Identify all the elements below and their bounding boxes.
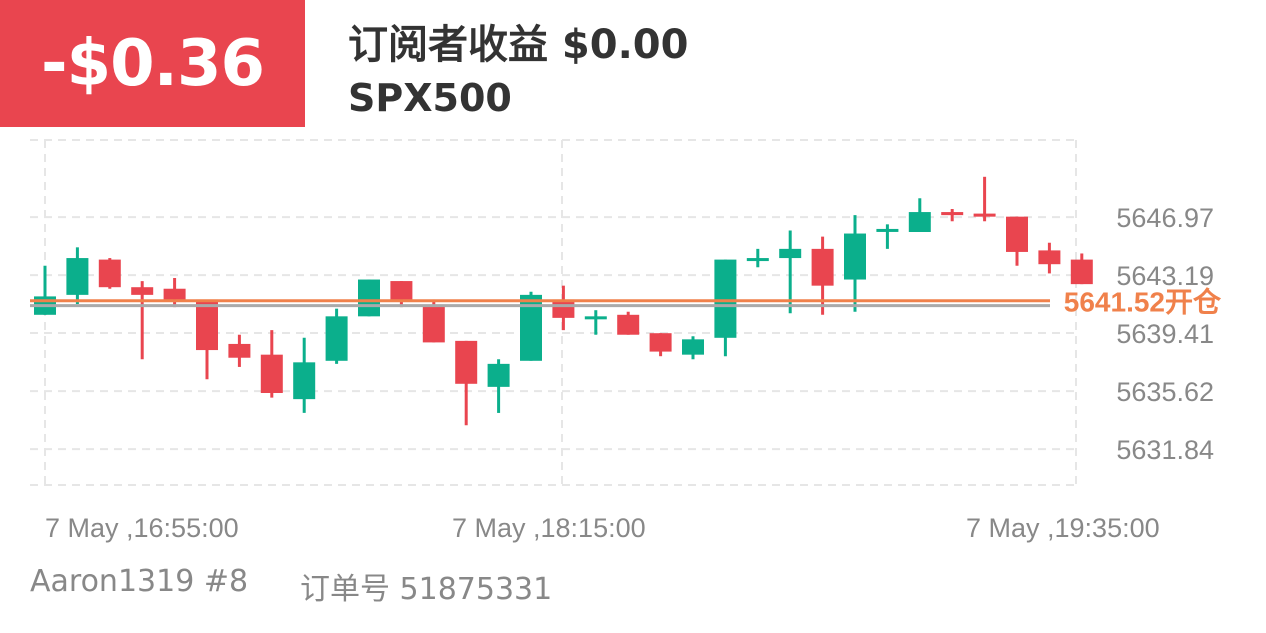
y-tick-label: 5643.19 bbox=[1116, 261, 1214, 291]
candle-body bbox=[973, 213, 996, 217]
candle-body bbox=[908, 212, 931, 232]
candle-body bbox=[714, 259, 737, 338]
candle-body bbox=[131, 287, 154, 295]
candle-body bbox=[163, 288, 186, 300]
candle-body bbox=[1070, 259, 1093, 285]
candle-body bbox=[746, 258, 769, 262]
candle-body bbox=[649, 333, 672, 352]
candle-body bbox=[455, 340, 478, 384]
account-label: Aaron1319 #8 bbox=[30, 564, 249, 599]
candle-body bbox=[358, 279, 380, 317]
candle-body bbox=[844, 233, 866, 280]
candle-body bbox=[66, 258, 89, 295]
candlestick-chart: 5646.97 5643.19 5639.41 5635.62 5631.84 7 May… bbox=[30, 139, 1222, 543]
candle-body bbox=[260, 354, 283, 393]
order-number: 订单号 51875331 bbox=[300, 572, 553, 607]
candle-body bbox=[811, 248, 834, 286]
y-tick-label: 5639.41 bbox=[1116, 319, 1214, 349]
candle-body bbox=[422, 305, 445, 343]
subscriber-income: 订阅者收益 $0.00 bbox=[348, 22, 689, 68]
candle-body bbox=[196, 299, 218, 351]
candle-body bbox=[584, 316, 607, 320]
candle-body bbox=[682, 339, 704, 355]
candle-body bbox=[293, 362, 316, 400]
candle-body bbox=[617, 314, 640, 335]
x-tick-label: 7 May ,19:35:00 bbox=[966, 513, 1160, 543]
candle-body bbox=[1038, 250, 1061, 265]
x-tick-label: 7 May ,18:15:00 bbox=[452, 513, 646, 543]
candle-body bbox=[552, 299, 575, 318]
pnl-badge: -$0.36 bbox=[0, 0, 305, 127]
candle-body bbox=[876, 228, 899, 232]
y-tick-label: 5646.97 bbox=[1116, 203, 1214, 233]
candle-body bbox=[779, 248, 802, 259]
candle-body bbox=[325, 316, 348, 361]
candle-body bbox=[390, 281, 413, 300]
candle-body bbox=[228, 343, 251, 358]
y-tick-label: 5631.84 bbox=[1116, 435, 1214, 465]
candle-body bbox=[941, 212, 964, 216]
open-price-label: 5641.52开仓 bbox=[1064, 287, 1222, 318]
y-tick-label: 5635.62 bbox=[1116, 377, 1214, 407]
x-tick-label: 7 May ,16:55:00 bbox=[45, 513, 239, 543]
candle-body bbox=[1006, 216, 1028, 252]
symbol-label: SPX500 bbox=[348, 76, 512, 120]
candle-body bbox=[487, 363, 510, 387]
candle-body bbox=[520, 294, 542, 361]
candle-body bbox=[98, 259, 121, 288]
